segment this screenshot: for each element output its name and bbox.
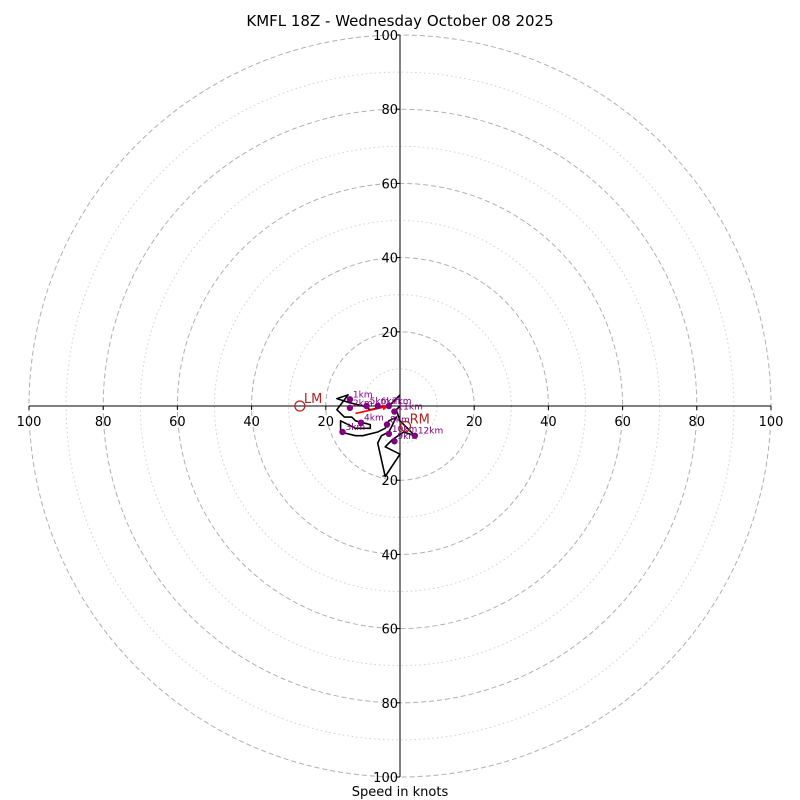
height-marker-10km [385,430,393,438]
y-tick-label: 60 [381,177,398,192]
y-tick-label: 40 [381,252,398,267]
height-marker-4km [357,419,365,426]
height-label-6km: 6km [381,397,401,407]
height-marker-6km [374,402,381,410]
x-tick-label: 20 [466,415,483,430]
chart-title: KMFL 18Z - Wednesday October 08 2025 [246,12,553,30]
x-tick-label: 60 [614,415,631,430]
height-label-3km: 3km [345,423,365,433]
height-label-7km: 7km [392,397,412,407]
height-marker-11km [391,408,398,415]
height-label-5km: 5km [370,397,390,407]
wind-trace [336,394,416,478]
height-marker-12km [411,432,419,439]
height-label-2km: 2km [353,399,373,409]
storm-motion-rm [399,420,412,433]
y-tick-label: 80 [381,697,398,712]
height-label-1km: 1km [353,390,373,400]
y-tick-label: 60 [381,623,398,638]
storm-motion-markers: LM RM [294,392,430,433]
height-marker-8km [383,421,391,428]
x-axis-label: Speed in knots [352,785,449,800]
height-label-11km: 11km [397,403,422,413]
y-tick-label: 40 [381,548,398,563]
height-marker-3km [339,428,346,436]
storm-motion-label-lm: LM [304,392,322,407]
x-tick-label: 20 [318,415,335,430]
height-label-12km: 12km [418,427,443,437]
height-label-10km: 10km [392,425,417,435]
y-tick-label: 100 [373,29,398,44]
height-marker-9km [391,438,398,445]
x-tick-label: 100 [759,415,784,430]
height-label-9km: 9km [397,432,417,442]
height-marker-2km [346,404,354,412]
wind-trace-line [336,394,416,478]
y-tick-labels: 100 80 60 40 20 20 40 60 80 100 [373,29,400,786]
x-tick-label: 80 [95,415,112,430]
height-marker-7km [385,402,393,410]
y-tick-label: 100 [373,771,398,786]
x-tick-label: 40 [540,415,557,430]
storm-motion-label-rm: RM [410,412,430,427]
x-tick-label: 40 [243,415,260,430]
y-tick-label: 20 [381,474,398,489]
y-tick-label: 80 [381,103,398,118]
height-marker-1km [346,396,354,403]
height-marker-5km [363,402,370,410]
x-tick-label: 100 [17,415,42,430]
x-tick-label: 60 [169,415,186,430]
x-tick-label: 80 [689,415,706,430]
x-tick-labels: 100 80 60 40 20 20 40 60 80 100 [17,406,784,430]
height-label-8km: 8km [390,416,410,426]
storm-motion-lm [294,400,306,412]
y-tick-label: 20 [381,326,398,341]
height-label-4km: 4km [364,414,384,424]
